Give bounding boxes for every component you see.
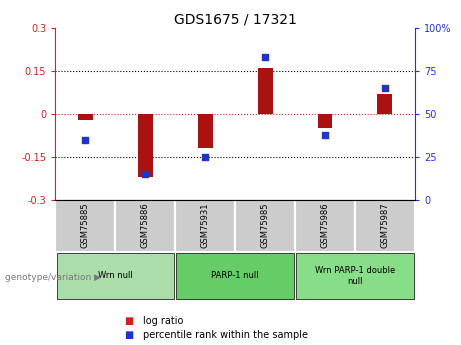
Bar [57,253,174,299]
Text: GSM75886: GSM75886 [141,202,150,248]
Bar [177,253,294,299]
Bar [138,114,153,177]
Bar [378,94,392,114]
Text: GSM75931: GSM75931 [201,202,210,248]
Point [321,132,329,137]
Text: Wrn null: Wrn null [98,272,133,280]
Bar [318,114,332,128]
Point [381,85,389,91]
Point [82,137,89,142]
Point [201,154,209,160]
Bar [355,200,415,252]
Text: ■: ■ [124,316,134,326]
Bar [296,253,414,299]
Bar [198,114,213,148]
Bar [295,200,355,252]
Text: Wrn PARP-1 double
null: Wrn PARP-1 double null [315,266,395,286]
Bar [55,200,115,252]
Title: GDS1675 / 17321: GDS1675 / 17321 [174,12,296,27]
Text: GSM75985: GSM75985 [260,202,270,248]
Text: PARP-1 null: PARP-1 null [211,272,259,280]
Bar [235,200,295,252]
Bar [115,200,175,252]
Text: GSM75885: GSM75885 [81,202,90,248]
Text: GSM75987: GSM75987 [380,202,390,248]
Text: genotype/variation ▶: genotype/variation ▶ [5,273,100,282]
Text: log ratio: log ratio [143,316,183,326]
Point [261,54,269,60]
Bar [258,68,272,114]
Text: GSM75986: GSM75986 [320,202,330,248]
Bar [78,114,93,120]
Point [142,171,149,177]
Text: percentile rank within the sample: percentile rank within the sample [143,330,308,339]
Bar [175,200,235,252]
Text: ■: ■ [124,330,134,339]
